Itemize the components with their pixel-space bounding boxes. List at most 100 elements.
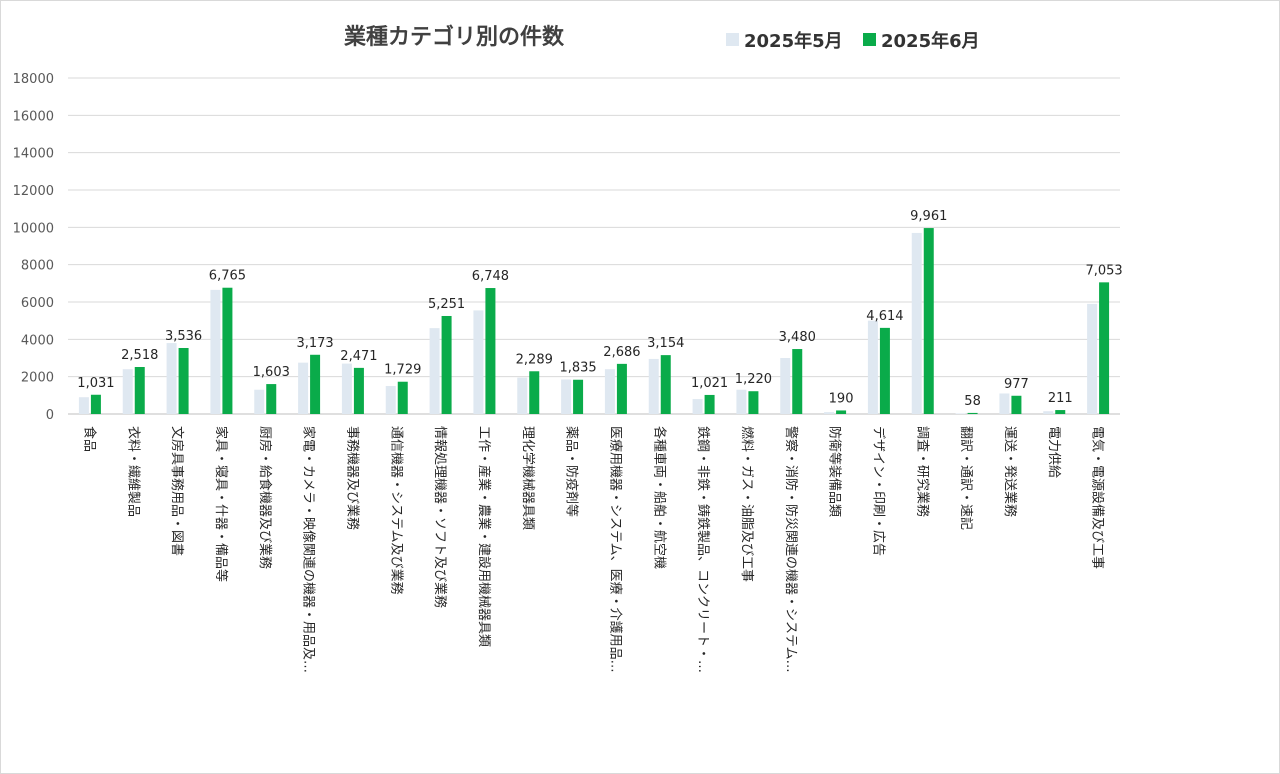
bar-2025-05: [385, 386, 396, 414]
bar-2025-06: [222, 287, 233, 414]
data-label: 3,480: [779, 330, 816, 345]
chart-title: 業種カテゴリ別の件数: [344, 24, 565, 50]
data-label: 977: [1004, 377, 1029, 392]
bar-2025-05: [473, 310, 484, 414]
bar-2025-05: [736, 389, 747, 414]
bar-2025-06: [923, 228, 934, 414]
bar-2025-06: [660, 355, 671, 414]
bar-2025-05: [648, 358, 659, 414]
x-tick-label: 各種車両・船舶・航空機: [651, 426, 667, 569]
bar-2025-06: [792, 349, 803, 414]
data-label: 58: [964, 394, 981, 409]
y-tick-label: 16000: [13, 109, 54, 124]
x-tick-label: 衣料・繊維製品: [125, 426, 141, 517]
data-label: 1,021: [691, 376, 728, 391]
bar-2025-06: [266, 384, 277, 414]
x-tick-label: 理化学機械器具類: [520, 426, 536, 530]
bar-2025-05: [692, 399, 703, 414]
x-tick-label: 情報処理機器・ソフト及び業務: [432, 426, 448, 608]
bar-2025-05: [78, 397, 89, 414]
bar-2025-06: [704, 394, 715, 414]
gridlines: [68, 77, 1120, 415]
x-tick-label: 電力供給: [1046, 426, 1061, 478]
bar-2025-05: [298, 362, 309, 414]
bar-2025-06: [310, 354, 321, 414]
y-axis: 0 2000 4000 6000 8000 10000 12000 14000 16000 180…: [13, 72, 54, 423]
legend-label-may: 2025年5月: [744, 30, 843, 52]
x-tick-label: 文房具事務用品・図書: [169, 426, 185, 556]
y-tick-label: 6000: [21, 296, 54, 311]
bar-2025-05: [210, 289, 221, 414]
data-label: 9,961: [910, 209, 947, 224]
bar-2025-06: [178, 347, 189, 414]
data-label: 4,614: [866, 309, 903, 324]
data-label: 2,289: [516, 352, 553, 367]
y-tick-label: 4000: [21, 333, 54, 348]
bar-2025-06: [397, 381, 408, 414]
x-tick-label: 運送・発送業務: [1002, 426, 1018, 517]
bar-2025-05: [166, 343, 177, 414]
y-tick-label: 18000: [13, 72, 54, 87]
x-tick-label: 翻訳・通訳・速記: [958, 426, 974, 530]
data-label: 3,536: [165, 329, 202, 344]
bar-2025-06: [748, 391, 759, 414]
data-label: 1,603: [253, 365, 290, 380]
bar-2025-05: [1043, 411, 1054, 414]
x-tick-label: 薬品・防疫剤等: [564, 426, 580, 517]
bar-2025-05: [254, 389, 265, 414]
data-label: 1,729: [384, 363, 421, 378]
bar-2025-06: [1099, 282, 1110, 414]
bar-2025-06: [967, 412, 978, 414]
x-tick-label: 燃料・ガス・油脂及び工事: [739, 426, 755, 582]
bars: [78, 228, 1110, 414]
x-tick-label: デザイン・印刷・広告: [870, 426, 886, 556]
bar-2025-05: [429, 328, 440, 414]
bar-2025-06: [1055, 410, 1066, 414]
bar-2025-06: [485, 288, 496, 414]
x-tick-label: 鉄鋼・非鉄・鋳鉄製品、コンクリート・…: [695, 426, 711, 673]
bar-2025-05: [824, 412, 835, 414]
bar-2025-05: [604, 369, 615, 414]
data-label: 5,251: [428, 297, 465, 312]
bar-2025-05: [911, 232, 922, 414]
bar-2025-05: [122, 369, 133, 414]
legend-swatch-june: [863, 33, 876, 46]
bar-2025-06: [616, 363, 627, 414]
x-tick-label: 医療用機器・システム、医療・介護用品…: [607, 426, 623, 673]
data-label: 2,686: [603, 345, 640, 360]
data-label: 3,173: [296, 336, 333, 351]
x-tick-label: 事務機器及び業務: [344, 426, 360, 530]
bar-2025-06: [879, 327, 890, 414]
y-tick-label: 12000: [13, 184, 54, 199]
bar-2025-05: [780, 358, 791, 414]
bar-2025-06: [134, 366, 145, 414]
data-label: 6,765: [209, 269, 246, 284]
data-label: 2,518: [121, 348, 158, 363]
y-tick-label: 2000: [21, 371, 54, 386]
bar-2025-05: [517, 377, 528, 414]
bar-2025-05: [341, 363, 352, 414]
bar-2025-05: [867, 320, 878, 414]
bar-2025-05: [955, 413, 966, 414]
data-label: 1,031: [77, 376, 114, 391]
x-tick-label: 防衛等装備品類: [827, 426, 843, 517]
bar-2025-06: [90, 394, 101, 414]
y-tick-label: 14000: [13, 147, 54, 162]
bar-2025-06: [836, 410, 847, 414]
data-label: 1,220: [735, 372, 772, 387]
x-tick-label: 工作・産業・農業・建設用機械器具類: [476, 426, 492, 647]
x-tick-label: 厨房・給食機器及び業務: [257, 426, 273, 569]
data-labels: 1,031 2,518 3,536 6,765 1,603 3,173 2,471 1,729…: [77, 209, 1122, 409]
data-label: 1,835: [559, 361, 596, 376]
y-tick-label: 0: [46, 408, 54, 423]
x-tick-label: 家電・カメラ・映像関連の機器・用品及…: [301, 426, 317, 673]
data-label: 2,471: [340, 349, 377, 364]
bar-2025-05: [999, 393, 1010, 414]
bar-2025-05: [1087, 303, 1098, 414]
bar-2025-06: [441, 315, 452, 414]
data-label: 7,053: [1085, 263, 1122, 278]
bar-2025-06: [353, 367, 364, 414]
legend-label-june: 2025年6月: [881, 30, 980, 52]
